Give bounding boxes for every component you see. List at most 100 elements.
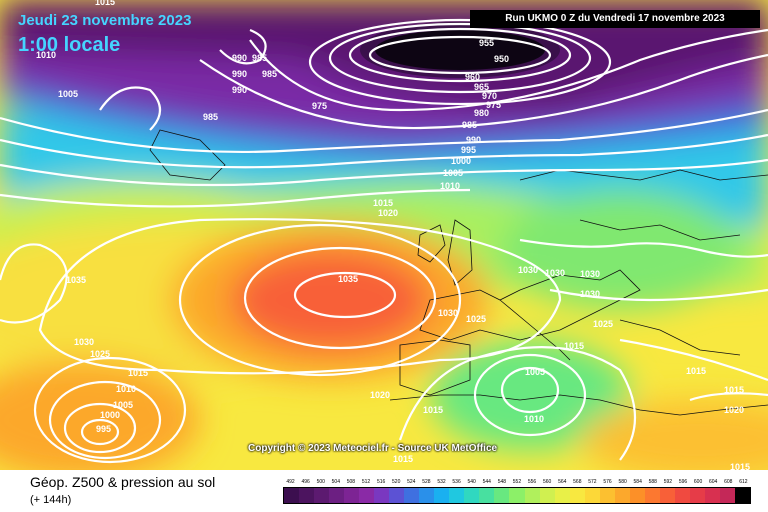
legend-swatch [419,488,435,503]
isobar-label: 985 [462,120,477,130]
legend-swatch [629,488,645,503]
isobar-label: 990 [232,85,247,95]
isobar-label: 1030 [580,289,600,299]
isobar-label: 980 [474,108,489,118]
isobar-label: 1030 [580,269,600,279]
legend-swatch [359,488,375,503]
isobar-label: 990 [466,135,481,145]
legend-value: 604 [709,479,718,485]
isobar-label: 990 [232,69,247,79]
legend-swatch [539,488,555,503]
legend-value: 540 [467,479,476,485]
legend-swatch [344,488,360,503]
isobar-label: 1015 [393,454,413,464]
legend-value: 584 [633,479,642,485]
legend-value: 580 [618,479,627,485]
isobars [0,18,768,464]
isobar-label: 1020 [724,405,744,415]
pressure-geopotential-map: 1015 1010 1005 990 985 990 985 990 985 9… [0,0,768,470]
isobar-label: 955 [479,38,494,48]
legend-swatch [734,488,750,503]
isobar-label: 1020 [370,390,390,400]
legend-labels: 492 496 500 504 508 512 516 520 524 528 532 536 540 5… [283,478,751,487]
forecast-local-time: 1:00 locale [18,34,121,56]
pressure-labels: 1015 1010 1005 990 985 990 985 990 985 9… [36,0,750,470]
legend-value: 508 [346,479,356,485]
legend-value: 552 [512,479,522,485]
isobar-label: 1005 [113,400,133,410]
legend-value: 536 [452,479,461,485]
isobar-label: 1035 [66,275,86,285]
isobar-label: 1005 [58,89,78,99]
isobar-label: 1025 [90,349,110,359]
legend-value: 560 [542,479,552,485]
legend-swatch [599,488,615,503]
legend-swatch [389,488,405,503]
isobar-label: 970 [482,91,497,101]
isobar-label: 1015 [95,0,115,7]
legend-swatch [479,488,495,503]
legend-value: 516 [376,479,386,485]
legend-value: 504 [331,479,340,485]
legend-value: 528 [422,479,431,485]
copyright-text: Copyright © 2023 Meteociel.fr - Source U… [248,443,498,454]
isobar-label: 1010 [36,50,56,60]
isobar-label: 1015 [423,405,443,415]
legend-value: 492 [286,479,295,485]
legend-value: 572 [588,479,597,485]
isobar-label: 990 [232,53,247,63]
isobar-label: 1020 [378,208,398,218]
legend-swatch [299,488,315,503]
map-title: Géop. Z500 & pression au sol [30,474,216,490]
forecast-date: Jeudi 23 novembre 2023 [18,12,192,29]
legend-value: 532 [437,479,446,485]
legend-value: 588 [648,479,657,485]
isobar-label: 1000 [100,410,120,420]
legend-value: 556 [527,479,537,485]
isobar-label: 1030 [438,308,458,318]
legend-swatch [659,488,675,503]
isobar-label: 975 [486,100,501,110]
isobar-label: 1025 [466,314,486,324]
isobar-label: 985 [252,53,267,63]
legend-value: 548 [497,479,507,485]
isobar-label: 1015 [724,385,744,395]
isobar-label: 1015 [564,341,584,351]
isobar-label: 1015 [373,198,393,208]
legend-swatch [524,488,540,503]
isobar-label: 950 [494,54,509,64]
legend-swatch [614,488,630,503]
legend-value: 592 [663,479,673,485]
legend-swatch [464,488,480,503]
isobar-label: 965 [474,82,489,92]
legend-swatch [704,488,720,503]
legend-value: 564 [558,479,567,485]
isobar-label: 1035 [338,274,358,284]
isobar-label: 1015 [686,366,706,376]
legend-swatch [674,488,690,503]
legend-swatch [509,488,525,503]
legend-value: 612 [739,479,748,485]
isobar-label: 985 [262,69,277,79]
legend-swatch [314,488,330,503]
isobar-label: 1000 [451,156,471,166]
legend-swatch [689,488,705,503]
legend-value: 496 [301,479,310,485]
forecast-range: (+ 144h) [30,494,72,506]
legend-swatch [644,488,660,503]
legend-value: 608 [724,479,733,485]
legend-swatch [569,488,585,503]
legend-value: 576 [603,479,612,485]
legend-swatch [404,488,420,503]
isobar-label: 1005 [525,367,545,377]
legend-value: 568 [573,479,582,485]
isobar-label: 1010 [116,384,136,394]
isobar-label: 1015 [730,462,750,470]
isobar-label: 1015 [128,368,148,378]
color-scale-legend: 492 496 500 504 508 512 516 520 524 528 532 536 540 5… [283,478,751,504]
isobar-label: 1030 [74,337,94,347]
legend-value: 524 [407,479,416,485]
isobar-label: 1010 [440,181,460,191]
legend-value: 500 [316,479,325,485]
isobar-label: 1010 [524,414,544,424]
